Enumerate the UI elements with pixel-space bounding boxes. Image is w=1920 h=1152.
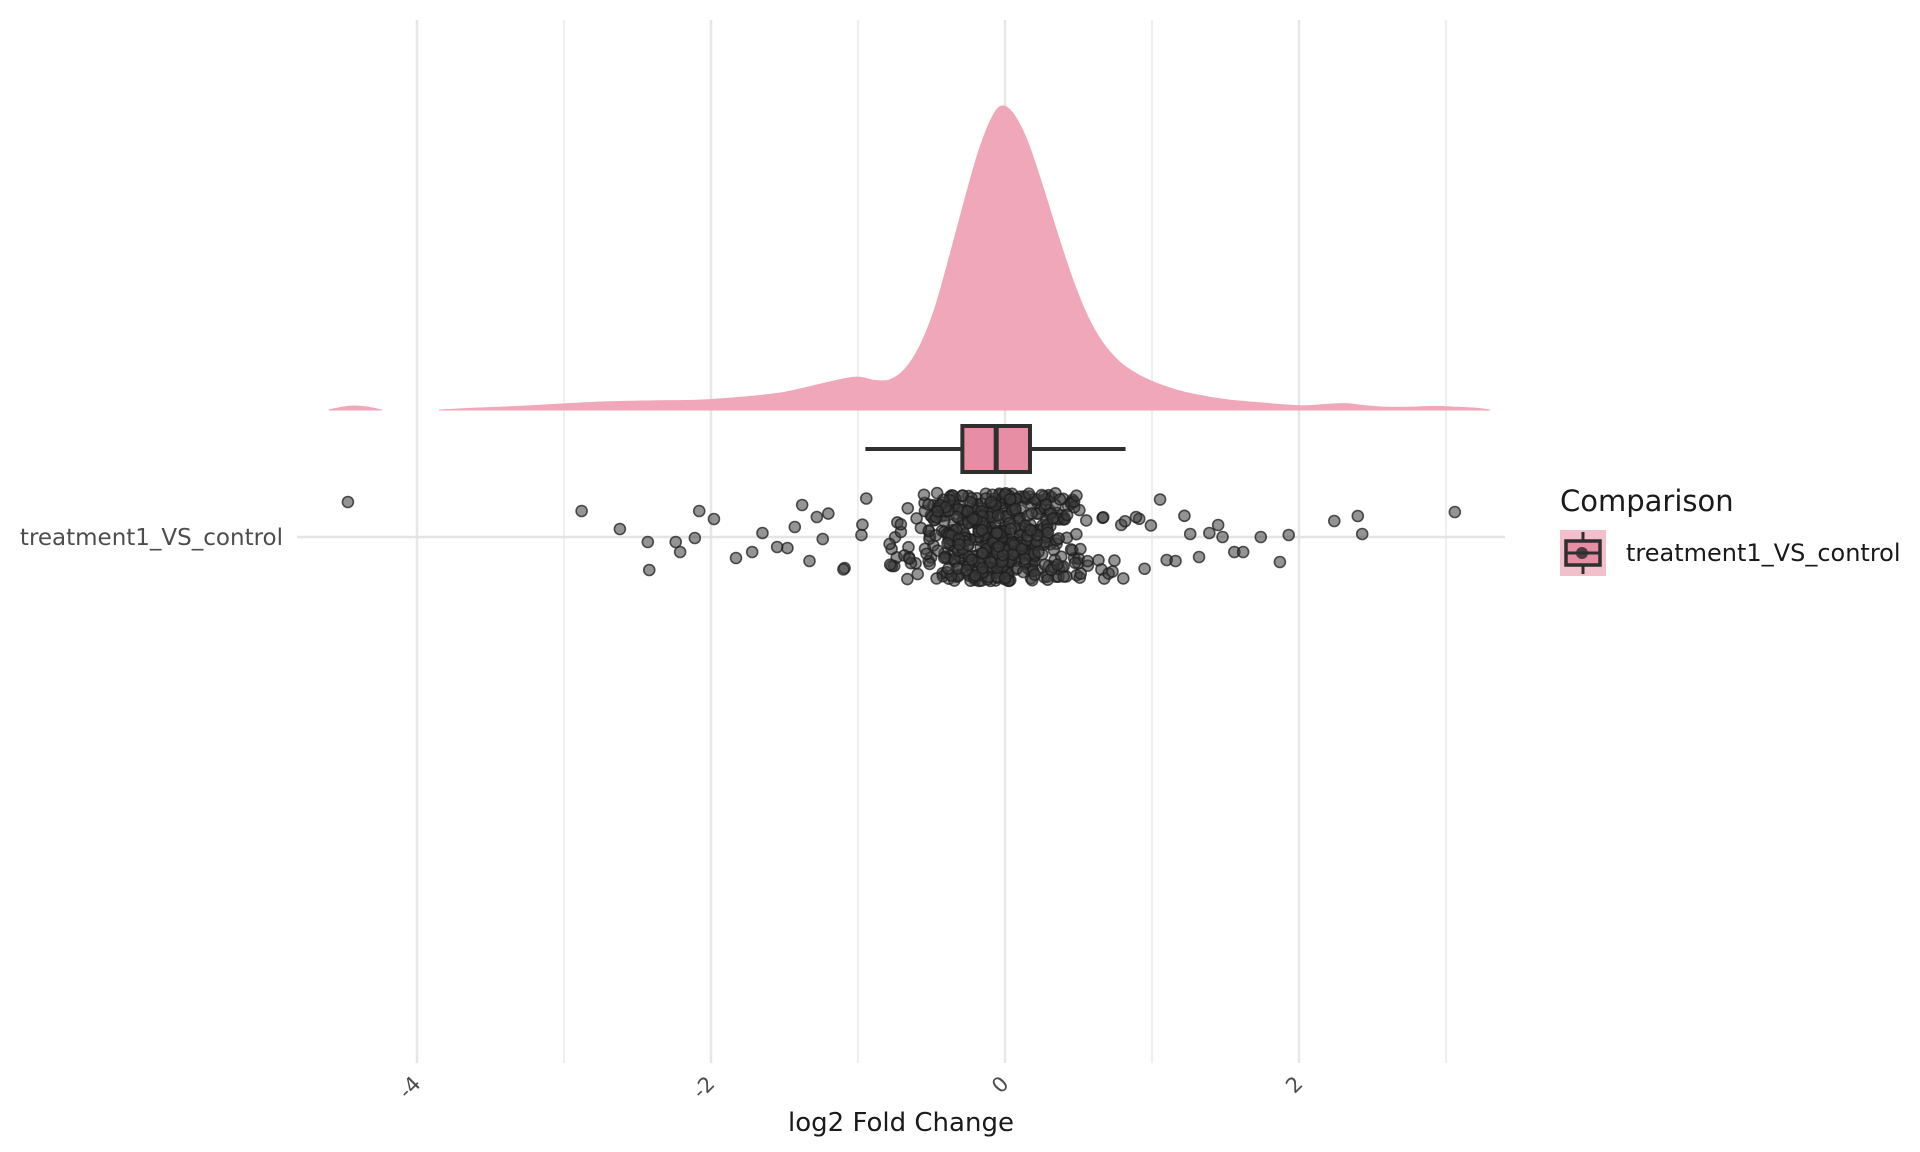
- x-tick-label: -2: [688, 1072, 720, 1104]
- legend: Comparison treatment1_VS_control: [1560, 484, 1901, 576]
- x-tick-labels: -4 -2 0 2: [394, 1072, 1308, 1104]
- x-tick-label: 0: [987, 1072, 1013, 1098]
- legend-key-boxplot-icon: [1560, 530, 1606, 576]
- legend-item: treatment1_VS_control: [1560, 530, 1901, 576]
- boxplot: [865, 424, 1126, 474]
- x-tick-label: -4: [394, 1072, 426, 1104]
- legend-item-label: treatment1_VS_control: [1626, 539, 1901, 567]
- jitter-points: [341, 486, 1462, 588]
- x-tick-label: 2: [1281, 1072, 1307, 1098]
- density-area: [328, 105, 1491, 411]
- gridlines: [297, 20, 1505, 1063]
- legend-title: Comparison: [1560, 484, 1734, 518]
- x-axis-title: log2 Fold Change: [788, 1108, 1014, 1138]
- y-axis-category-label: treatment1_VS_control: [20, 525, 283, 551]
